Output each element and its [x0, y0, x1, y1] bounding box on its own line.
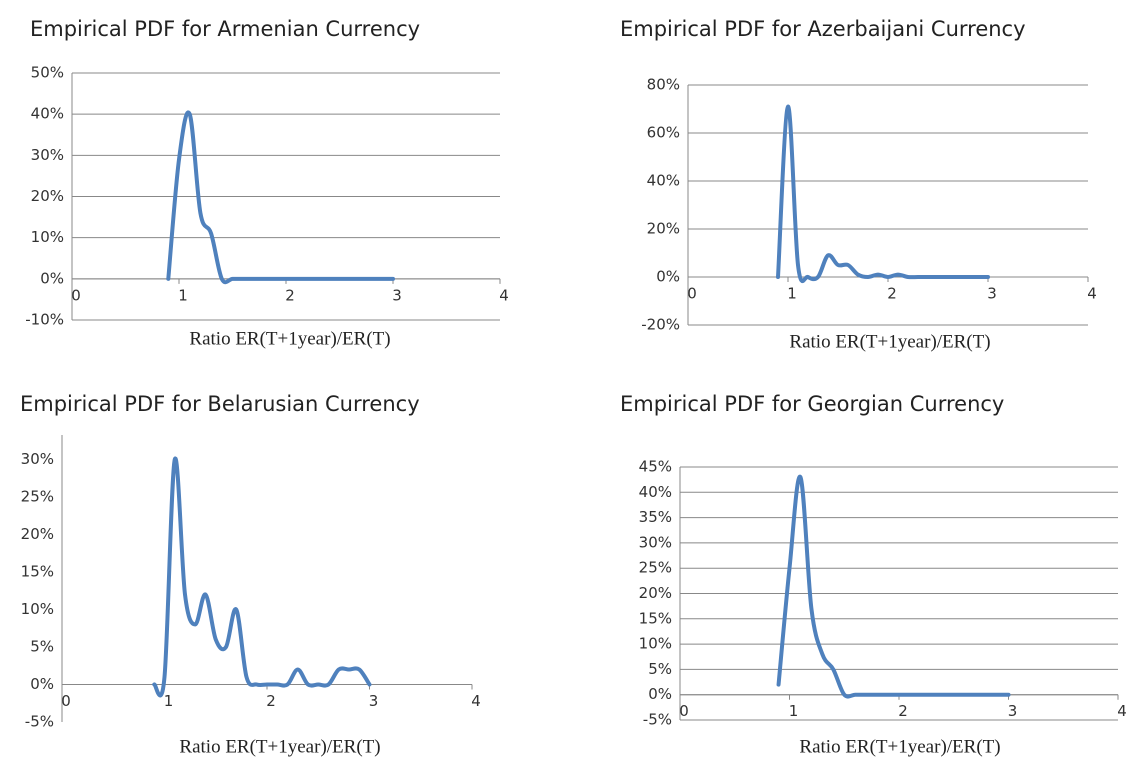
x-tick-label: 2	[898, 702, 908, 720]
x-tick-label: 1	[789, 702, 799, 720]
y-tick-label: 0%	[30, 675, 54, 693]
chart-title: Empirical PDF for Armenian Currency	[30, 17, 420, 41]
chart-title: Empirical PDF for Belarusian Currency	[20, 392, 420, 416]
y-tick-label: -10%	[25, 311, 64, 329]
data-line	[152, 456, 372, 698]
y-tick-label: 5%	[30, 638, 54, 656]
y-tick-label: 10%	[21, 600, 54, 618]
y-tick-label: 45%	[639, 458, 672, 476]
y-tick-label: 20%	[639, 584, 672, 602]
y-tick-label: 20%	[21, 525, 54, 543]
x-tick-label: 1	[178, 286, 188, 304]
x-tick-label: 1	[787, 285, 797, 303]
y-tick-label: 0%	[40, 269, 64, 287]
y-tick-label: 15%	[21, 563, 54, 581]
x-tick-label: 3	[987, 285, 997, 303]
y-tick-label: 50%	[31, 64, 64, 82]
x-tick-label: 3	[392, 286, 402, 304]
y-tick-label: 30%	[31, 146, 64, 164]
y-tick-label: 30%	[21, 450, 54, 468]
y-tick-label: 15%	[639, 609, 672, 627]
y-tick-label: 40%	[31, 105, 64, 123]
y-tick-label: 0%	[648, 685, 672, 703]
x-tick-label: 4	[1117, 702, 1127, 720]
x-axis-label: Ratio ER(T+1year)/ER(T)	[189, 328, 390, 349]
y-tick-label: 20%	[31, 187, 64, 205]
data-line	[166, 110, 395, 285]
x-tick-label: 4	[499, 286, 509, 304]
chart-title: Empirical PDF for Georgian Currency	[620, 392, 1004, 416]
x-tick-label: 3	[369, 692, 379, 710]
x-tick-label: 4	[1087, 285, 1097, 303]
y-tick-label: -5%	[643, 711, 672, 729]
y-tick-label: 10%	[639, 635, 672, 653]
y-tick-label: -5%	[25, 713, 54, 731]
y-tick-label: 25%	[21, 488, 54, 506]
x-tick-label: 0	[71, 286, 81, 304]
x-tick-label: 4	[471, 692, 481, 710]
x-tick-label: 0	[61, 692, 71, 710]
y-tick-label: 35%	[639, 508, 672, 526]
data-line	[776, 104, 990, 283]
x-tick-label: 1	[164, 692, 174, 710]
y-tick-label: 40%	[647, 172, 680, 190]
y-tick-label: 40%	[639, 483, 672, 501]
x-tick-label: 2	[887, 285, 897, 303]
y-tick-label: 5%	[648, 660, 672, 678]
chart-title: Empirical PDF for Azerbaijani Currency	[620, 17, 1026, 41]
y-tick-label: 20%	[647, 220, 680, 238]
data-line	[776, 474, 1011, 699]
x-tick-label: 3	[1008, 702, 1018, 720]
x-tick-label: 0	[687, 285, 697, 303]
y-tick-label: 30%	[639, 533, 672, 551]
x-tick-label: 2	[266, 692, 276, 710]
x-axis-label: Ratio ER(T+1year)/ER(T)	[179, 736, 380, 757]
y-tick-label: 60%	[647, 124, 680, 142]
y-tick-label: 0%	[656, 268, 680, 286]
x-axis-label: Ratio ER(T+1year)/ER(T)	[789, 331, 990, 352]
x-tick-label: 0	[679, 702, 689, 720]
y-tick-label: 10%	[31, 228, 64, 246]
y-tick-label: 25%	[639, 559, 672, 577]
x-tick-label: 2	[285, 286, 295, 304]
y-tick-label: 80%	[647, 76, 680, 94]
x-axis-label: Ratio ER(T+1year)/ER(T)	[799, 736, 1000, 757]
y-tick-label: -20%	[641, 316, 680, 334]
